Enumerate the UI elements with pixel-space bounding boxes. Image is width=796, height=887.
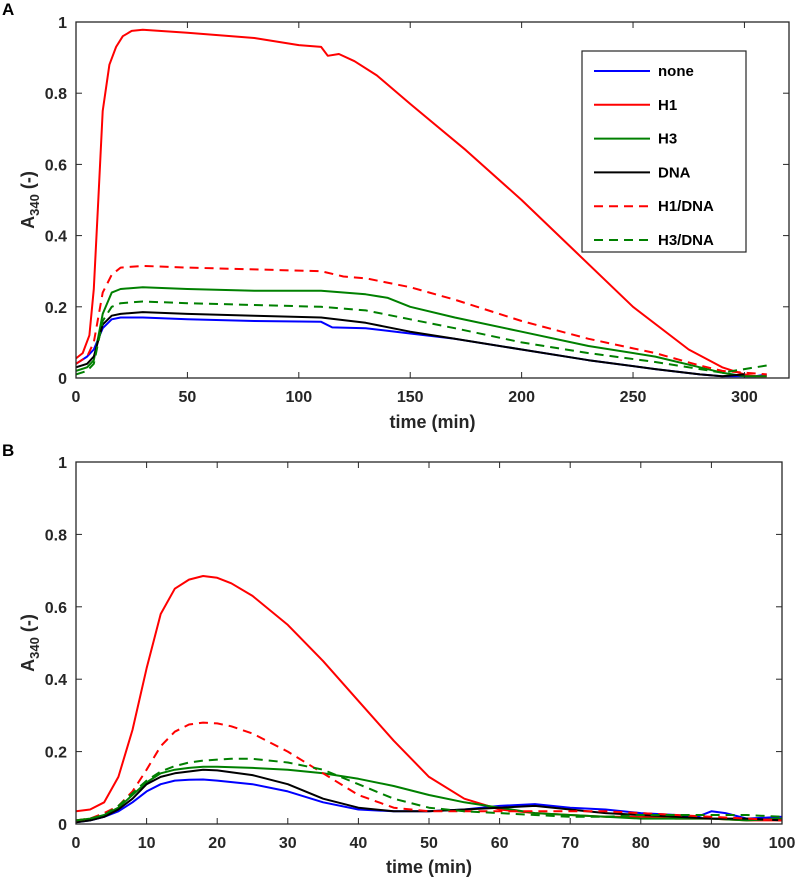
panel-b-xlabel: time (min) bbox=[386, 857, 472, 877]
panel-b-ylabel-main: A bbox=[18, 659, 38, 672]
panel-b-ytick-label: 0.6 bbox=[45, 600, 67, 617]
panel-b-series-group bbox=[76, 575, 782, 824]
panel-b-series-h1 bbox=[76, 575, 782, 822]
panel-a-ytick-label: 0.6 bbox=[45, 157, 67, 174]
panel-b-series-h1-dna bbox=[76, 721, 782, 822]
panel-a-xtick-label: 300 bbox=[731, 389, 758, 406]
panel-b-xtick-label: 20 bbox=[208, 835, 226, 852]
panel-a-series-h3-dna bbox=[76, 300, 767, 376]
panel-b-ylabel-suffix: (-) bbox=[18, 614, 38, 637]
panel-b-series-h3 bbox=[76, 765, 782, 822]
panel-a-ytick-label: 0.4 bbox=[45, 229, 67, 246]
panel-b-xtick-label: 80 bbox=[632, 835, 650, 852]
panel-b-xtick-label: 60 bbox=[491, 835, 509, 852]
panel-a: A 0 50 100 150 200 250 300 0 0.2 0.4 0.6 0.8 1 time (m… bbox=[2, 0, 790, 432]
panel-a-series-h1 bbox=[76, 28, 767, 378]
panel-a-xtick-label: 100 bbox=[285, 389, 312, 406]
panel-a-xlabel: time (min) bbox=[389, 412, 475, 432]
panel-a-xtick-label: 250 bbox=[620, 389, 647, 406]
panel-b-ytick-label: 0.2 bbox=[45, 745, 67, 762]
panel-a-ylabel: A340 (-) bbox=[18, 171, 42, 229]
panel-a-axes-frame bbox=[75, 21, 790, 379]
panel-a-ylabel-sub: 340 bbox=[27, 194, 42, 216]
panel-b-xtick-label: 40 bbox=[350, 835, 368, 852]
panel-a-series-dna bbox=[76, 311, 745, 378]
panel-a-ylabel-main: A bbox=[18, 216, 38, 229]
panel-a-legend-label-h3-dna: H3/DNA bbox=[658, 232, 714, 249]
panel-b-ytick-label: 1 bbox=[58, 455, 67, 472]
panel-a-ytick-label: 0.2 bbox=[45, 300, 67, 317]
panel-a-legend-label-h1: H1 bbox=[658, 97, 677, 114]
panel-b-xtick-label: 90 bbox=[703, 835, 721, 852]
panel-b-xtick-label: 70 bbox=[561, 835, 579, 852]
panel-b-xtick-label: 30 bbox=[279, 835, 297, 852]
panel-b-ylabel: A340 (-) bbox=[18, 614, 42, 672]
panel-b-series-h3-dna bbox=[76, 757, 782, 822]
panel-a-legend-label-h1-dna: H1/DNA bbox=[658, 198, 714, 215]
panel-a-series-h3 bbox=[76, 286, 767, 378]
panel-a-legend-label-h3: H3 bbox=[658, 131, 677, 148]
panel-b-letter: B bbox=[2, 441, 14, 460]
panel-a-xtick-label: 200 bbox=[508, 389, 535, 406]
panel-a-ytick-label: 0 bbox=[58, 371, 67, 388]
panel-b-xtick-label: 100 bbox=[769, 835, 796, 852]
panel-a-letter: A bbox=[2, 0, 14, 19]
panel-b: B 0 10 20 30 40 50 60 70 80 90 100 0 0.2 0.4 0.6 0.8 1 tim… bbox=[2, 441, 795, 877]
panel-b-xtick-label: 0 bbox=[72, 835, 81, 852]
panel-a-series-h1-dna bbox=[76, 264, 767, 376]
panel-a-legend-label-none: none bbox=[658, 63, 694, 80]
panel-a-ylabel-suffix: (-) bbox=[18, 171, 38, 194]
panel-b-xtick-label: 50 bbox=[420, 835, 438, 852]
panel-a-legend-box bbox=[581, 50, 747, 253]
panel-a-legend: none H1 H3 DNA H1/DNA H3/DNA bbox=[581, 50, 747, 253]
panel-a-xtick-label: 50 bbox=[179, 389, 197, 406]
panel-a-xtick-label: 150 bbox=[397, 389, 424, 406]
panel-b-series-dna bbox=[76, 768, 782, 824]
panel-b-ylabel-sub: 340 bbox=[27, 637, 42, 659]
panel-a-series-group bbox=[76, 28, 767, 378]
panel-a-xtick-label: 0 bbox=[72, 389, 81, 406]
panel-b-ytick-label: 0.8 bbox=[45, 527, 67, 544]
panel-a-series-none bbox=[76, 316, 767, 378]
panel-a-ytick-label: 1 bbox=[58, 15, 67, 32]
panel-b-ytick-label: 0.4 bbox=[45, 672, 67, 689]
panel-a-ytick-label: 0.8 bbox=[45, 86, 67, 103]
panel-b-ytick-label: 0 bbox=[58, 817, 67, 834]
panel-b-xtick-label: 10 bbox=[138, 835, 156, 852]
panel-a-legend-label-dna: DNA bbox=[658, 164, 691, 181]
